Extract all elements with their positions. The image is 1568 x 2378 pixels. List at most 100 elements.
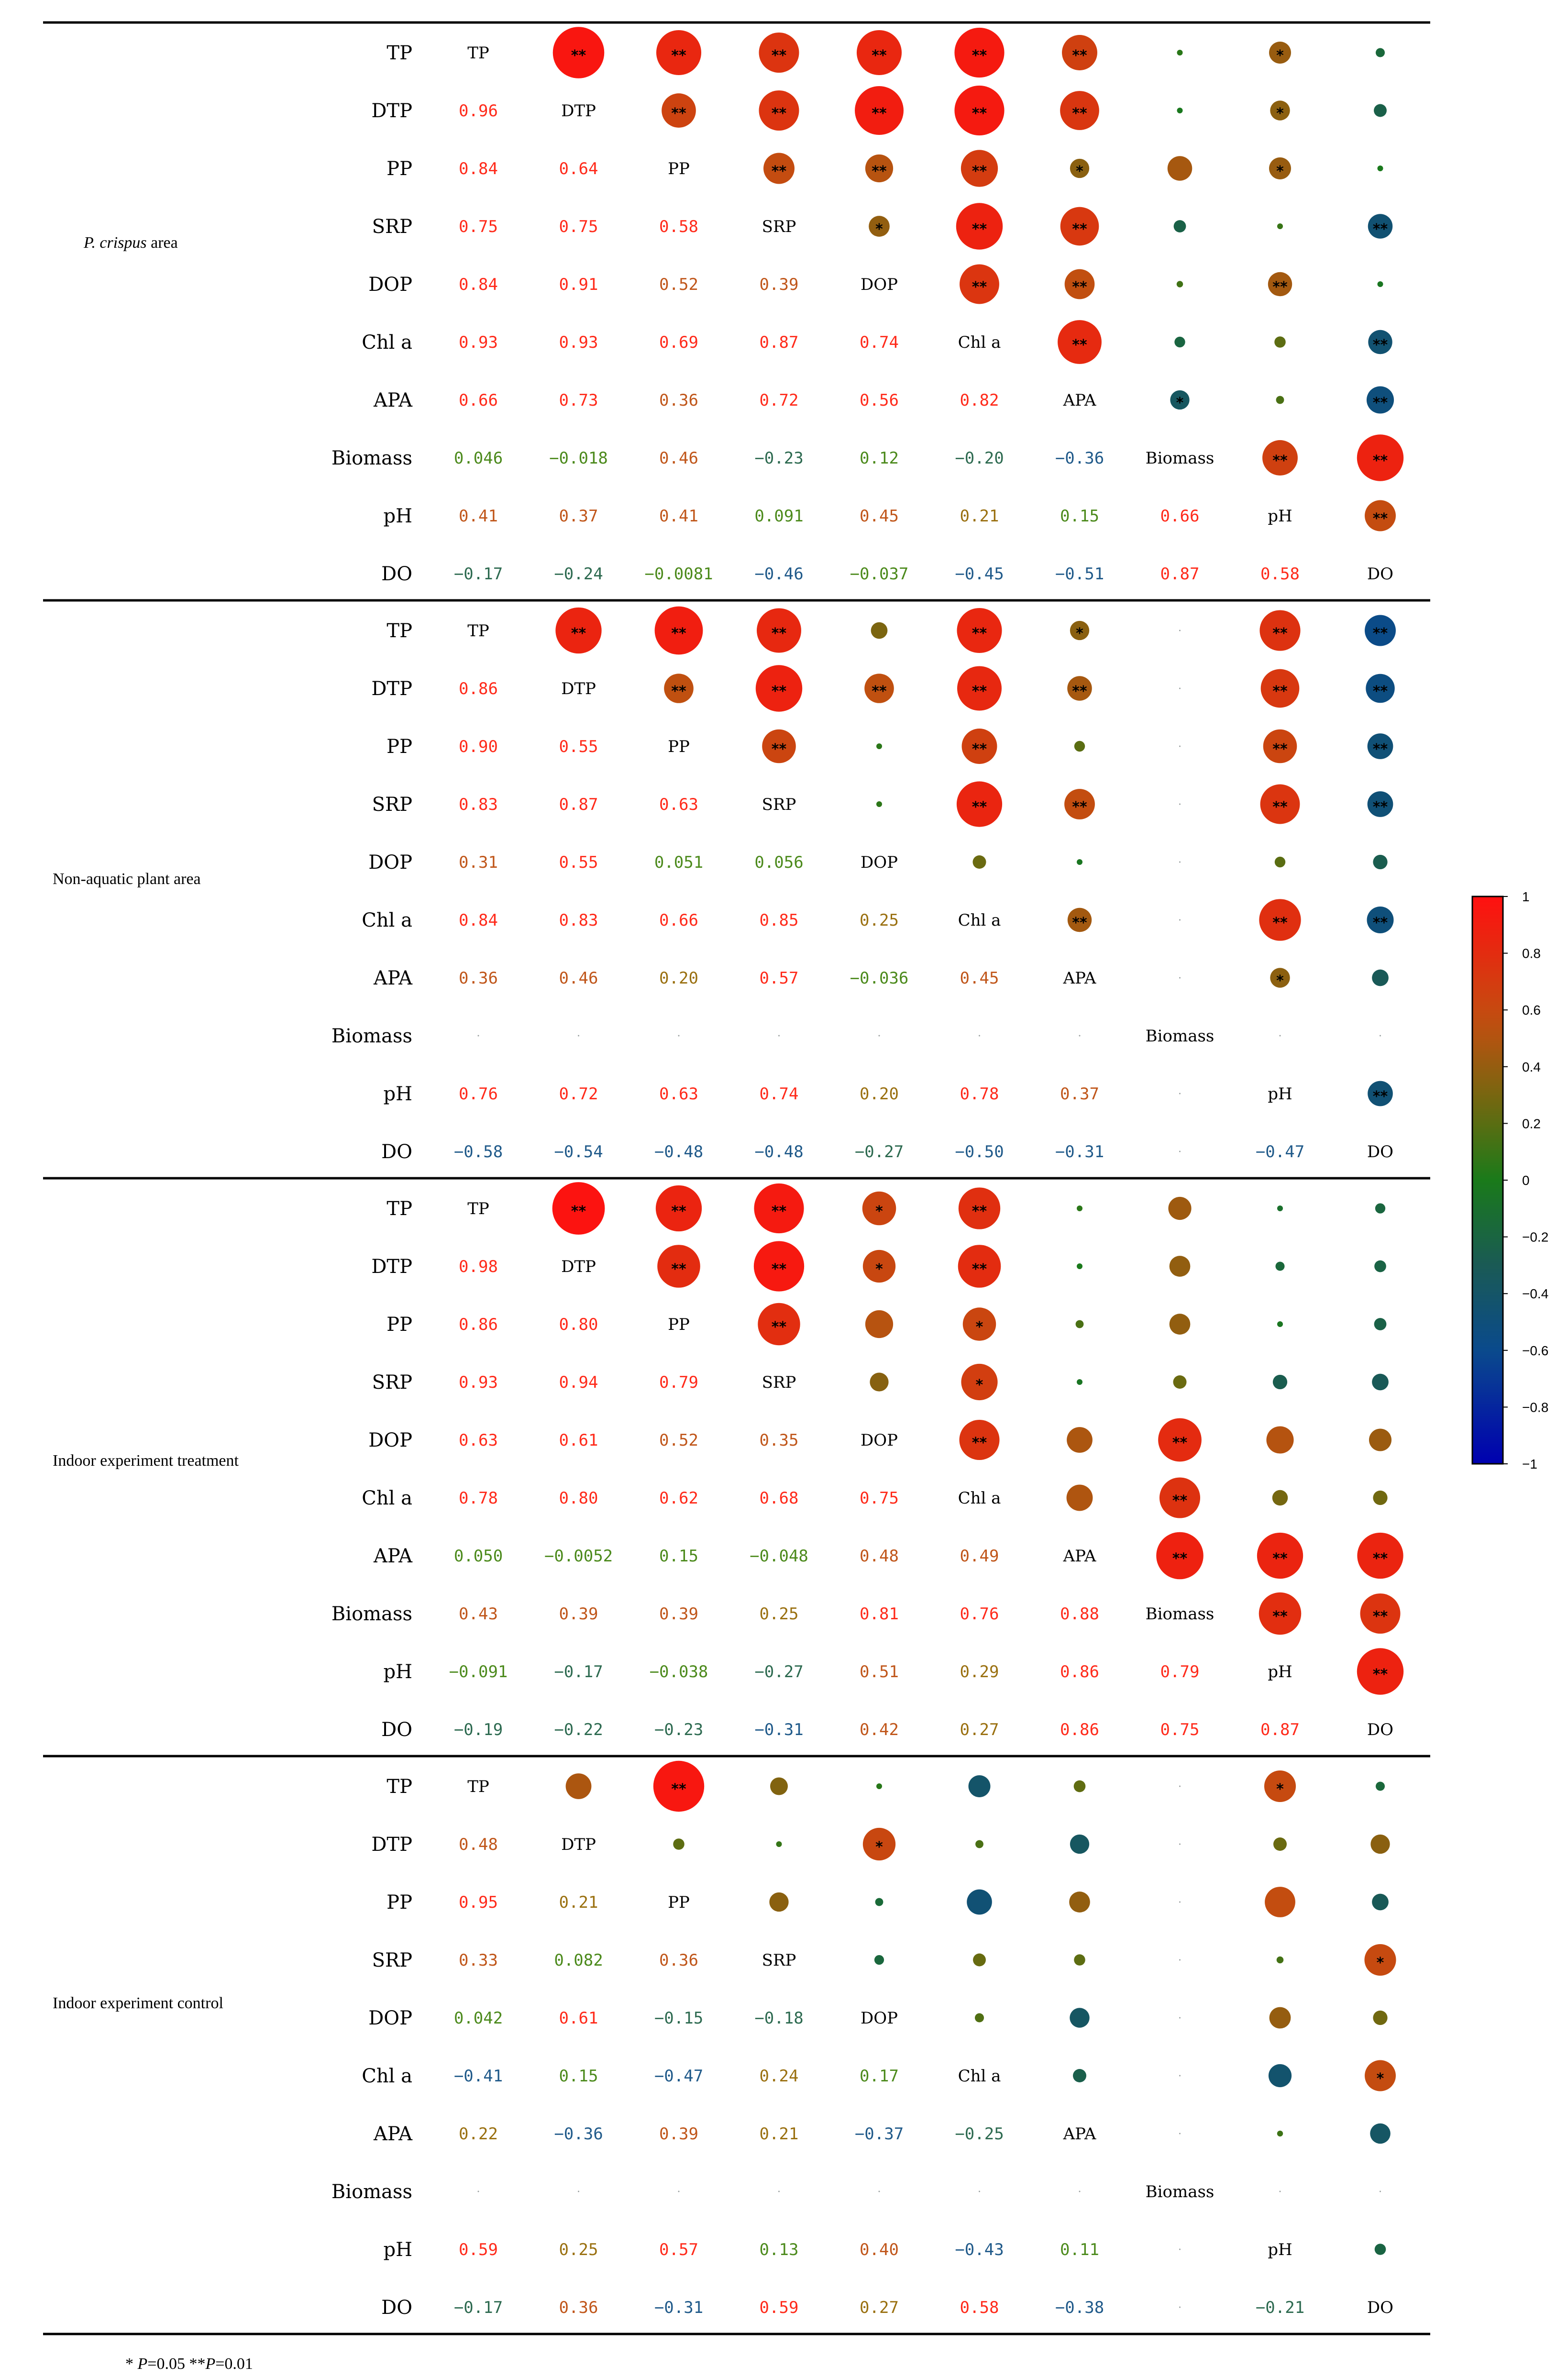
row-label: pH xyxy=(384,505,413,527)
row-label: APA xyxy=(373,967,413,989)
coef-circle xyxy=(552,27,605,78)
row-label: PP xyxy=(386,1314,412,1336)
diagonal-label: pH xyxy=(1268,1662,1292,1681)
coef-label: 0.73 xyxy=(559,391,598,410)
empty-cell-dot xyxy=(1179,861,1181,863)
coef-circle xyxy=(1263,729,1297,763)
coef-label: 0.39 xyxy=(559,1604,598,1624)
coef-circle xyxy=(1277,223,1283,229)
diagonal-label: TP xyxy=(467,44,489,63)
row-label: pH xyxy=(384,1661,413,1683)
empty-cell-dot xyxy=(578,1035,579,1037)
empty-cell-dot xyxy=(678,2190,680,2192)
coef-label: −0.37 xyxy=(855,2124,904,2144)
coef-label: 0.11 xyxy=(1060,2240,1099,2259)
coef-label: 0.86 xyxy=(459,679,498,698)
coef-label: −0.17 xyxy=(554,1662,603,1681)
significance-marker: ** xyxy=(772,47,787,64)
significance-marker: * xyxy=(1076,163,1083,180)
significance-marker: ** xyxy=(1072,799,1087,816)
coef-circle xyxy=(1377,281,1383,287)
coef-label: −0.31 xyxy=(654,2298,703,2317)
coef-circle xyxy=(1277,1321,1283,1327)
significance-marker: * xyxy=(875,1839,883,1856)
coef-label: 0.43 xyxy=(459,1604,498,1624)
coef-circle xyxy=(769,1892,789,1912)
coef-circle xyxy=(1069,1891,1090,1913)
coef-label: 0.39 xyxy=(659,2124,698,2144)
coef-circle xyxy=(1372,1373,1389,1391)
coef-label: 0.66 xyxy=(659,911,698,930)
significance-marker: ** xyxy=(1272,279,1288,296)
empty-cell-dot xyxy=(678,1035,680,1037)
significance-marker: ** xyxy=(1272,915,1288,931)
coef-label: 0.59 xyxy=(760,2298,799,2317)
coef-circle xyxy=(1374,1318,1387,1330)
coef-label: 0.49 xyxy=(960,1547,999,1566)
empty-cell-dot xyxy=(979,2190,980,2192)
significance-marker: ** xyxy=(671,683,686,700)
coef-circle xyxy=(1266,1426,1294,1454)
significance-marker: ** xyxy=(1373,1550,1388,1567)
significance-marker: ** xyxy=(671,1261,686,1278)
coef-label: 0.42 xyxy=(860,1720,899,1739)
empty-cell-dot xyxy=(979,1035,980,1037)
coef-circle xyxy=(1064,789,1095,819)
row-label: pH xyxy=(384,2239,413,2261)
coef-circle xyxy=(653,1760,705,1812)
row-label: DOP xyxy=(368,1429,412,1451)
empty-cell-dot xyxy=(1179,1093,1181,1095)
coef-label: 0.21 xyxy=(760,2124,799,2144)
coef-label: 0.17 xyxy=(860,2067,899,2086)
empty-cell-dot xyxy=(1179,2248,1181,2250)
significance-marker: ** xyxy=(772,1261,787,1278)
coef-circle xyxy=(673,1838,685,1850)
coef-label: −0.38 xyxy=(1055,2298,1104,2317)
coef-circle xyxy=(1170,390,1190,410)
diagonal-label: PP xyxy=(668,737,690,756)
coef-label: 0.79 xyxy=(1160,1662,1200,1681)
coef-circle xyxy=(1375,48,1385,57)
row-label: DO xyxy=(381,1141,412,1163)
coef-circle xyxy=(1275,1261,1285,1271)
coef-label: 0.84 xyxy=(459,911,498,930)
coef-label: 0.95 xyxy=(459,1893,498,1912)
coef-circle xyxy=(1158,1418,1202,1462)
coef-circle xyxy=(855,86,904,135)
coef-label: 0.87 xyxy=(760,333,799,352)
diagonal-label: Biomass xyxy=(1146,1027,1215,1046)
coef-label: −0.43 xyxy=(955,2240,1004,2259)
coef-label: 0.75 xyxy=(459,217,498,236)
coef-circle xyxy=(1070,158,1090,178)
coef-circle xyxy=(870,1372,889,1392)
coef-circle xyxy=(1357,1532,1403,1579)
significance-marker: ** xyxy=(671,625,686,642)
diagonal-label: PP xyxy=(668,159,690,178)
coef-circle xyxy=(1169,1314,1191,1335)
significance-marker: ** xyxy=(972,625,987,642)
coef-label: 0.55 xyxy=(559,853,598,872)
significance-marker: ** xyxy=(1172,1493,1188,1509)
significance-marker: ** xyxy=(1272,799,1288,816)
coef-label: −0.038 xyxy=(650,1662,708,1681)
coef-label: 0.86 xyxy=(1060,1662,1099,1681)
coef-label: −0.20 xyxy=(955,449,1004,468)
diagonal-label: DO xyxy=(1367,1142,1393,1161)
significance-marker: ** xyxy=(972,163,987,180)
coef-label: −0.036 xyxy=(850,969,909,988)
coef-label: 0.051 xyxy=(654,853,703,872)
coef-circle xyxy=(862,1827,896,1861)
coef-circle xyxy=(876,743,882,749)
coef-label: 0.91 xyxy=(559,275,598,294)
coef-label: −0.31 xyxy=(1055,1142,1104,1161)
coef-label: 0.31 xyxy=(459,853,498,872)
coef-label: 0.39 xyxy=(659,1604,698,1624)
coef-circle xyxy=(1077,1263,1082,1269)
significance-marker: ** xyxy=(1373,221,1388,238)
coef-circle xyxy=(759,33,799,73)
coef-circle xyxy=(1367,733,1393,759)
significance-marker: ** xyxy=(1373,799,1388,816)
coef-circle xyxy=(565,1773,592,1799)
coef-circle xyxy=(1177,50,1183,55)
coef-circle xyxy=(1073,2069,1086,2082)
